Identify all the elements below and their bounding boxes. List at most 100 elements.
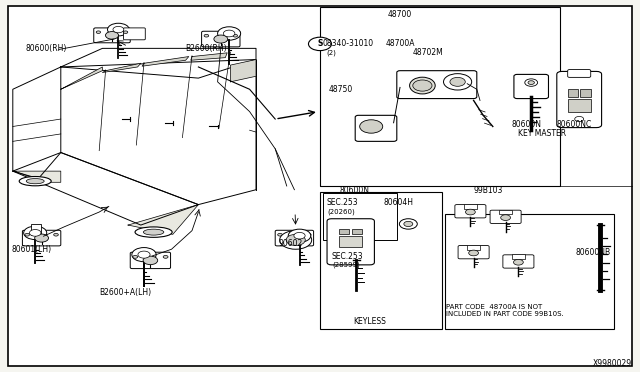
Bar <box>568 99 591 112</box>
Circle shape <box>113 26 124 33</box>
FancyBboxPatch shape <box>131 252 170 269</box>
Polygon shape <box>102 63 141 73</box>
Text: KEY MASTER: KEY MASTER <box>518 129 566 138</box>
Text: 48702M: 48702M <box>413 48 444 57</box>
Polygon shape <box>142 57 189 66</box>
Text: 48750: 48750 <box>328 85 353 94</box>
Text: X9980029: X9980029 <box>593 359 632 368</box>
Polygon shape <box>61 48 256 78</box>
Bar <box>445 214 614 329</box>
Ellipse shape <box>410 77 435 94</box>
Bar <box>580 89 591 97</box>
Text: SEC.253: SEC.253 <box>332 252 363 261</box>
Bar <box>464 204 477 209</box>
Circle shape <box>124 31 128 33</box>
Circle shape <box>525 79 538 86</box>
Circle shape <box>308 37 332 51</box>
Polygon shape <box>13 67 61 179</box>
FancyBboxPatch shape <box>557 71 602 128</box>
Circle shape <box>288 229 311 242</box>
Circle shape <box>24 226 47 240</box>
FancyBboxPatch shape <box>514 74 548 99</box>
Circle shape <box>500 215 511 221</box>
Circle shape <box>399 219 417 229</box>
Text: (2): (2) <box>326 49 336 56</box>
Text: (20260): (20260) <box>327 208 355 215</box>
Circle shape <box>287 234 301 242</box>
Text: B2600(RH): B2600(RH) <box>186 44 227 53</box>
Circle shape <box>96 31 100 33</box>
Circle shape <box>444 74 472 90</box>
Ellipse shape <box>26 179 44 184</box>
Text: (28599): (28599) <box>332 262 360 269</box>
Circle shape <box>528 81 534 84</box>
Text: INCLUDED IN PART CODE 99B10S.: INCLUDED IN PART CODE 99B10S. <box>446 311 564 317</box>
Text: 48700A: 48700A <box>386 39 415 48</box>
Bar <box>512 254 525 259</box>
Circle shape <box>413 80 432 91</box>
Circle shape <box>280 231 312 249</box>
Polygon shape <box>61 60 256 205</box>
Circle shape <box>143 256 157 264</box>
Circle shape <box>513 259 524 265</box>
FancyBboxPatch shape <box>124 28 145 40</box>
Text: PART CODE  48700A IS NOT: PART CODE 48700A IS NOT <box>446 304 542 310</box>
Bar <box>339 236 362 247</box>
FancyBboxPatch shape <box>568 70 591 77</box>
FancyBboxPatch shape <box>202 31 240 47</box>
Bar <box>339 229 349 234</box>
FancyBboxPatch shape <box>93 28 131 43</box>
Circle shape <box>132 256 138 258</box>
Circle shape <box>450 77 465 86</box>
Bar <box>568 89 578 97</box>
Circle shape <box>465 209 476 215</box>
Circle shape <box>35 234 49 242</box>
Circle shape <box>54 233 58 236</box>
Text: S: S <box>317 39 323 48</box>
Polygon shape <box>230 60 256 82</box>
Circle shape <box>468 250 479 256</box>
Circle shape <box>360 120 383 133</box>
FancyBboxPatch shape <box>275 230 314 246</box>
Circle shape <box>294 232 305 239</box>
Circle shape <box>163 256 168 258</box>
FancyBboxPatch shape <box>397 71 477 99</box>
Circle shape <box>404 221 413 227</box>
Circle shape <box>106 32 118 39</box>
Polygon shape <box>14 171 61 182</box>
Circle shape <box>575 116 584 122</box>
FancyBboxPatch shape <box>327 219 374 265</box>
Circle shape <box>132 248 156 262</box>
Text: 48700: 48700 <box>387 10 412 19</box>
Text: 90602: 90602 <box>278 239 303 248</box>
Text: 80604H: 80604H <box>384 198 414 207</box>
Polygon shape <box>61 67 102 89</box>
Circle shape <box>108 23 129 36</box>
Ellipse shape <box>143 229 164 235</box>
Circle shape <box>223 30 235 37</box>
Circle shape <box>218 27 241 40</box>
Circle shape <box>286 234 305 246</box>
FancyBboxPatch shape <box>458 246 489 259</box>
Bar <box>467 245 480 250</box>
Circle shape <box>29 230 41 236</box>
Bar <box>320 7 560 186</box>
Text: 80600N: 80600N <box>339 186 369 195</box>
Bar <box>320 192 442 329</box>
Circle shape <box>278 233 282 236</box>
FancyBboxPatch shape <box>455 205 486 218</box>
FancyBboxPatch shape <box>490 210 521 224</box>
Text: B2600+A(LH): B2600+A(LH) <box>99 288 151 296</box>
FancyBboxPatch shape <box>22 230 61 246</box>
Text: 80600NB: 80600NB <box>576 248 611 257</box>
Text: KEYLESS: KEYLESS <box>353 317 386 326</box>
Text: 80601(LH): 80601(LH) <box>12 245 52 254</box>
Circle shape <box>138 251 150 258</box>
Text: 99B103: 99B103 <box>474 186 503 195</box>
Circle shape <box>307 233 311 236</box>
FancyBboxPatch shape <box>355 115 397 141</box>
Circle shape <box>214 35 228 43</box>
Ellipse shape <box>135 227 172 237</box>
Circle shape <box>25 233 29 236</box>
Text: 80600NC: 80600NC <box>557 120 592 129</box>
